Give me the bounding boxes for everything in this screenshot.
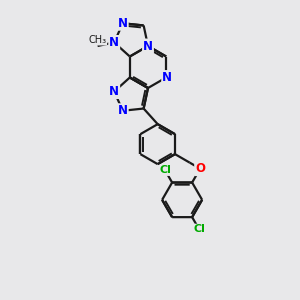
Text: N: N <box>118 17 128 30</box>
Text: N: N <box>109 36 119 49</box>
Text: Cl: Cl <box>159 165 171 176</box>
Text: N: N <box>109 85 119 98</box>
Text: N: N <box>162 71 172 84</box>
Text: N: N <box>118 104 128 117</box>
Text: Cl: Cl <box>193 224 205 234</box>
Text: O: O <box>195 162 205 175</box>
Text: N: N <box>143 40 153 52</box>
Text: CH₃: CH₃ <box>88 35 106 45</box>
